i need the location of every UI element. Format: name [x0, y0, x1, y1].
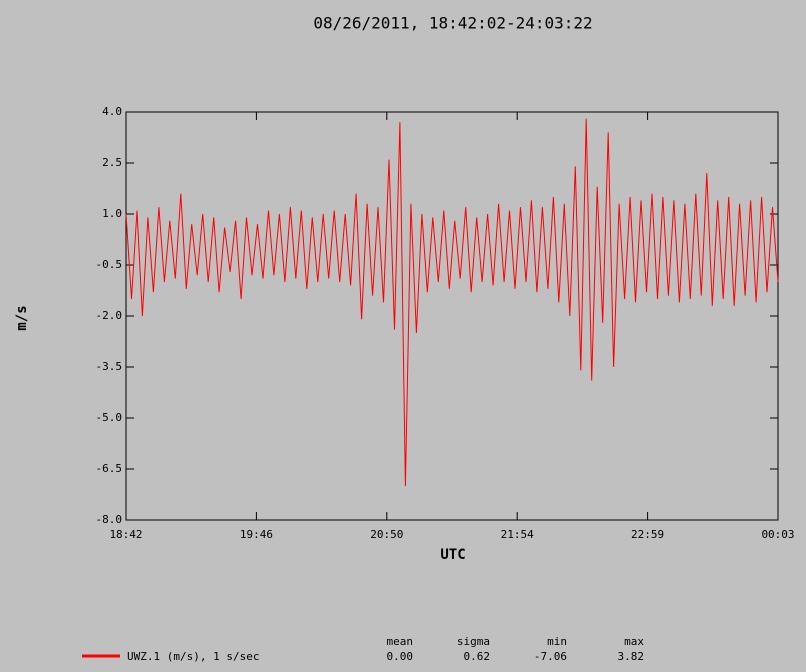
- signal-line: [125, 118, 779, 487]
- y-tick-label: -5.0: [96, 411, 123, 424]
- stat-value: 0.62: [464, 650, 491, 663]
- x-tick-label: 18:42: [109, 528, 142, 541]
- stat-header: max: [624, 635, 644, 648]
- x-tick-label: 00:03: [761, 528, 794, 541]
- stat-value: 0.00: [387, 650, 414, 663]
- x-tick-label: 22:59: [631, 528, 664, 541]
- stat-value: 3.82: [618, 650, 645, 663]
- x-axis-label: UTC: [440, 547, 465, 563]
- y-tick-label: 2.5: [102, 156, 122, 169]
- legend-label: UWZ.1 (m/s), 1 s/sec: [127, 650, 259, 663]
- y-axis-label: m/s: [14, 305, 30, 330]
- stat-header: mean: [387, 635, 414, 648]
- chart-title: 08/26/2011, 18:42:02-24:03:22: [313, 14, 592, 33]
- x-tick-label: 20:50: [370, 528, 403, 541]
- stat-value: -7.06: [534, 650, 567, 663]
- y-tick-label: 4.0: [102, 105, 122, 118]
- y-tick-label: -6.5: [96, 462, 123, 475]
- y-tick-label: -3.5: [96, 360, 123, 373]
- y-tick-label: -2.0: [96, 309, 123, 322]
- y-tick-label: 1.0: [102, 207, 122, 220]
- y-tick-label: -8.0: [96, 513, 123, 526]
- y-tick-label: -0.5: [96, 258, 123, 271]
- x-tick-label: 19:46: [240, 528, 273, 541]
- x-tick-label: 21:54: [501, 528, 534, 541]
- stat-header: min: [547, 635, 567, 648]
- stat-header: sigma: [457, 635, 490, 648]
